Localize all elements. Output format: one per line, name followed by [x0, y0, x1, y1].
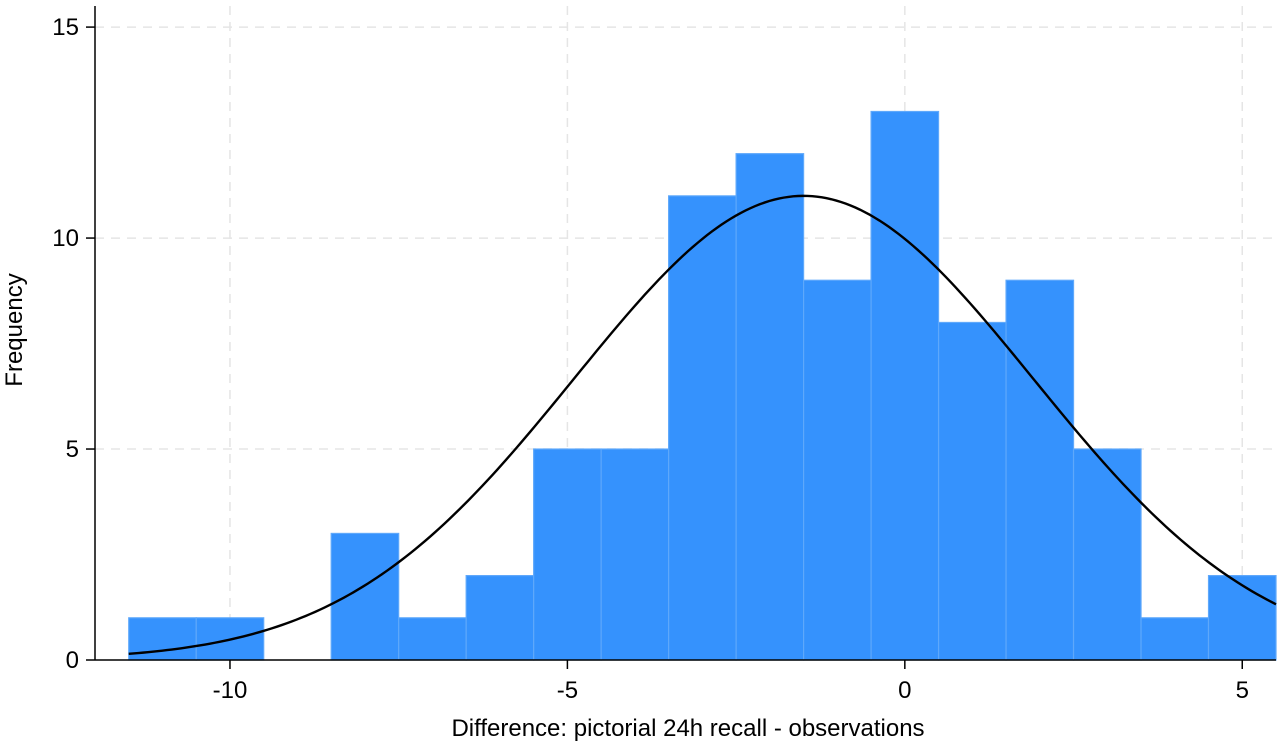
axes: [86, 6, 1276, 669]
histogram-bar: [398, 617, 467, 661]
histogram-bars: [128, 110, 1277, 661]
x-tick-label: -10: [213, 677, 248, 704]
y-axis-title: Frequency: [1, 273, 28, 386]
tick-labels: -10 -5 0 5 0 5 10 15: [52, 14, 1249, 704]
histogram-bar: [668, 195, 737, 661]
histogram-bar: [802, 279, 872, 661]
histogram-bar: [465, 575, 535, 661]
histogram-bar: [1140, 617, 1210, 661]
histogram-bar: [533, 448, 602, 661]
x-axis-title: Difference: pictorial 24h recall - obser…: [451, 715, 924, 742]
histogram-bar: [870, 110, 940, 661]
histogram-bar: [330, 532, 400, 661]
histogram-bar: [937, 321, 1007, 661]
histogram-bar: [1072, 448, 1142, 661]
histogram-bar: [1005, 279, 1075, 661]
y-tick-label: 10: [52, 225, 79, 252]
histogram-bar: [735, 153, 805, 661]
x-tick-label: 5: [1236, 677, 1249, 704]
y-tick-label: 5: [66, 436, 79, 463]
normal-density-curve-group: [128, 194, 1277, 656]
x-tick-label: 0: [898, 677, 911, 704]
x-tick-label: -5: [557, 677, 578, 704]
y-tick-label: 0: [66, 647, 79, 674]
histogram-bar: [195, 617, 265, 661]
normal-density-curve: [128, 194, 1277, 656]
histogram-bar: [1207, 575, 1277, 661]
histogram-bar: [600, 448, 670, 661]
y-tick-label: 15: [52, 14, 79, 41]
